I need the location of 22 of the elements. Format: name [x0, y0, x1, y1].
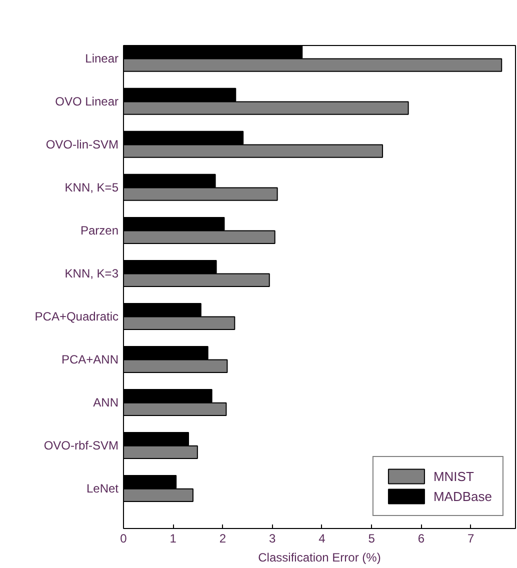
x-axis-title: Classification Error (%) — [258, 550, 381, 564]
y-tick-label: PCA+ANN — [61, 352, 119, 366]
y-tick-label: Linear — [85, 51, 119, 66]
y-tick-label: OVO-rbf-SVM — [44, 438, 119, 452]
y-tick-label: OVO-lin-SVM — [46, 137, 119, 152]
y-tick-label: KNN, K=5 — [64, 180, 119, 194]
y-tick-label: LeNet — [86, 482, 120, 496]
x-tick-label: 0 — [120, 532, 128, 546]
y-tick-label: OVO Linear — [55, 94, 119, 108]
x-tick-label: 2 — [219, 532, 226, 546]
x-tick-label: 5 — [368, 532, 376, 546]
y-tick-label: ANN — [93, 395, 119, 410]
x-tick-label: 4 — [318, 532, 326, 546]
x-tick-label: 1 — [170, 532, 177, 546]
y-tick-label: Parzen — [80, 223, 119, 238]
x-tick-label: 3 — [269, 532, 276, 546]
legend-label: MNIST — [433, 468, 474, 484]
y-tick-label: KNN, K=3 — [64, 266, 119, 280]
x-tick-label: 6 — [418, 532, 425, 546]
x-tick-label: 7 — [468, 532, 475, 546]
legend-label: MADBase — [433, 488, 492, 504]
y-tick-label: PCA+Quadratic — [34, 309, 119, 324]
